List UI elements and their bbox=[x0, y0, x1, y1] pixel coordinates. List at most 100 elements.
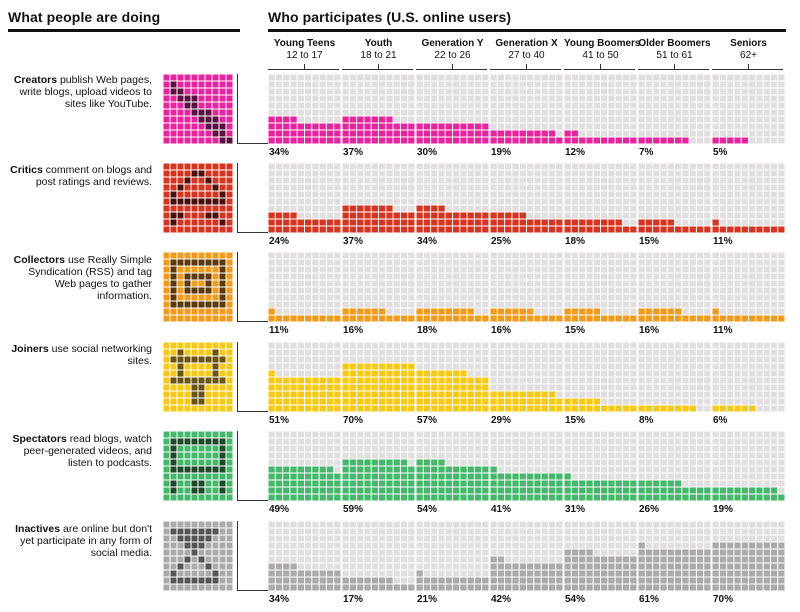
empty-cell bbox=[482, 356, 489, 363]
empty-cell bbox=[645, 287, 653, 294]
icon-pixel bbox=[177, 205, 184, 212]
filled-cell bbox=[689, 570, 696, 577]
empty-cell bbox=[556, 74, 563, 81]
empty-cell bbox=[689, 431, 696, 438]
filled-cell bbox=[519, 315, 526, 322]
empty-cell bbox=[371, 549, 378, 556]
filled-cell bbox=[756, 577, 763, 584]
empty-cell bbox=[696, 294, 704, 301]
icon-pixel bbox=[170, 259, 177, 266]
filled-cell bbox=[653, 494, 660, 501]
filled-cell bbox=[534, 130, 541, 137]
empty-cell bbox=[482, 280, 489, 287]
filled-cell bbox=[727, 226, 734, 233]
empty-cell bbox=[460, 445, 467, 452]
empty-cell bbox=[349, 445, 357, 452]
empty-cell bbox=[564, 280, 571, 287]
empty-cell bbox=[305, 177, 312, 184]
filled-cell bbox=[712, 487, 719, 494]
filled-cell bbox=[622, 563, 630, 570]
filled-cell bbox=[608, 570, 615, 577]
filled-cell bbox=[541, 570, 548, 577]
empty-cell bbox=[357, 266, 364, 273]
empty-cell bbox=[490, 123, 497, 130]
empty-cell bbox=[505, 109, 512, 116]
empty-cell bbox=[630, 308, 637, 315]
filled-cell bbox=[548, 480, 556, 487]
empty-cell bbox=[334, 452, 341, 459]
filled-cell bbox=[541, 480, 548, 487]
filled-cell bbox=[357, 219, 364, 226]
empty-cell bbox=[548, 212, 556, 219]
filled-cell bbox=[431, 398, 438, 405]
empty-cell bbox=[763, 301, 770, 308]
empty-cell bbox=[393, 205, 400, 212]
filled-cell bbox=[275, 219, 283, 226]
empty-cell bbox=[734, 377, 741, 384]
empty-cell bbox=[445, 445, 452, 452]
empty-cell bbox=[445, 363, 452, 370]
empty-cell bbox=[638, 431, 645, 438]
empty-cell bbox=[645, 95, 653, 102]
icon-pixel bbox=[226, 191, 233, 198]
filled-cell bbox=[734, 315, 741, 322]
icon-pixel bbox=[191, 584, 198, 591]
empty-cell bbox=[622, 356, 630, 363]
empty-cell bbox=[667, 466, 674, 473]
icon-pixel bbox=[170, 109, 177, 116]
empty-cell bbox=[622, 391, 630, 398]
filled-cell bbox=[749, 584, 756, 591]
empty-cell bbox=[505, 535, 512, 542]
empty-cell bbox=[749, 109, 756, 116]
empty-cell bbox=[541, 88, 548, 95]
icon-pixel bbox=[177, 273, 184, 280]
empty-cell bbox=[719, 219, 727, 226]
filled-cell bbox=[268, 398, 275, 405]
empty-cell bbox=[482, 363, 489, 370]
empty-cell bbox=[386, 191, 393, 198]
filled-cell bbox=[474, 480, 482, 487]
icon-pixel bbox=[212, 130, 219, 137]
empty-cell bbox=[638, 398, 645, 405]
empty-cell bbox=[371, 109, 378, 116]
empty-cell bbox=[319, 370, 326, 377]
filled-cell bbox=[357, 487, 364, 494]
empty-cell bbox=[423, 74, 431, 81]
empty-cell bbox=[712, 466, 719, 473]
empty-cell bbox=[778, 342, 785, 349]
empty-cell bbox=[482, 445, 489, 452]
empty-cell bbox=[712, 259, 719, 266]
empty-cell bbox=[490, 349, 497, 356]
empty-cell bbox=[696, 452, 704, 459]
icon-pixel bbox=[212, 480, 219, 487]
empty-cell bbox=[497, 363, 505, 370]
empty-cell bbox=[564, 363, 571, 370]
empty-cell bbox=[512, 356, 519, 363]
empty-cell bbox=[497, 88, 505, 95]
icon-pixel bbox=[163, 438, 170, 445]
empty-cell bbox=[467, 102, 474, 109]
empty-cell bbox=[653, 294, 660, 301]
empty-cell bbox=[408, 570, 415, 577]
empty-cell bbox=[749, 301, 756, 308]
empty-cell bbox=[482, 287, 489, 294]
empty-cell bbox=[638, 377, 645, 384]
group-header-seniors: Seniors 62+ bbox=[712, 38, 785, 62]
icon-pixel bbox=[177, 438, 184, 445]
empty-cell bbox=[408, 356, 415, 363]
empty-cell bbox=[653, 384, 660, 391]
filled-cell bbox=[756, 315, 763, 322]
empty-cell bbox=[490, 252, 497, 259]
empty-cell bbox=[467, 542, 474, 549]
empty-cell bbox=[400, 431, 408, 438]
filled-cell bbox=[675, 549, 682, 556]
empty-cell bbox=[556, 363, 563, 370]
filled-cell bbox=[601, 563, 608, 570]
filled-cell bbox=[482, 123, 489, 130]
filled-cell bbox=[379, 377, 386, 384]
empty-cell bbox=[445, 74, 452, 81]
filled-cell bbox=[423, 391, 431, 398]
filled-cell bbox=[712, 549, 719, 556]
empty-cell bbox=[490, 184, 497, 191]
empty-cell bbox=[712, 342, 719, 349]
